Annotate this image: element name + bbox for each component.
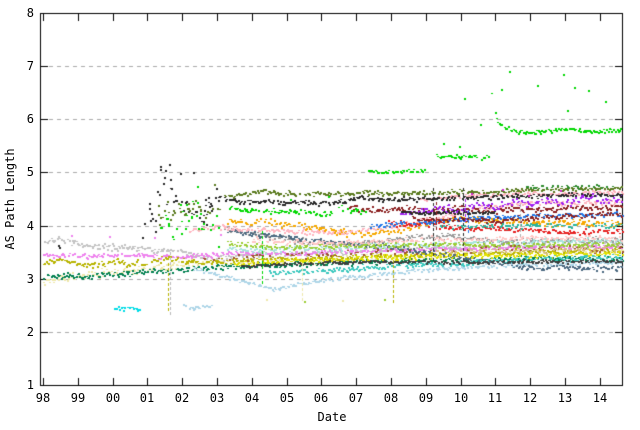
x-tick-label: 07 (348, 391, 364, 405)
y-tick-label: 7 (26, 59, 34, 73)
y-tick-label: 6 (26, 112, 34, 126)
y-tick-label: 1 (26, 378, 34, 392)
y-tick-label: 5 (26, 165, 34, 179)
x-tick-label: 02 (174, 391, 190, 405)
x-tick-label: 01 (139, 391, 155, 405)
x-tick-label: 12 (522, 391, 538, 405)
x-tick-label: 09 (418, 391, 434, 405)
y-tick-label: 3 (26, 272, 34, 286)
x-axis-title: Date (317, 410, 347, 424)
x-tick-label: 03 (209, 391, 225, 405)
x-tick-label: 99 (70, 391, 86, 405)
x-tick-label: 08 (383, 391, 399, 405)
x-tick-label: 10 (453, 391, 469, 405)
x-tick-label: 00 (105, 391, 121, 405)
x-tick-label: 06 (313, 391, 329, 405)
y-tick-label: 2 (26, 325, 34, 339)
y-tick-label: 4 (26, 219, 34, 233)
x-tick-label: 11 (487, 391, 503, 405)
x-tick-label: 04 (244, 391, 260, 405)
x-tick-label: 13 (557, 391, 573, 405)
x-tick-label: 98 (35, 391, 51, 405)
x-tick-label: 14 (592, 391, 608, 405)
y-tick-label: 8 (26, 6, 34, 20)
y-axis-title: AS Path Length (3, 148, 17, 250)
x-tick-label: 05 (279, 391, 295, 405)
